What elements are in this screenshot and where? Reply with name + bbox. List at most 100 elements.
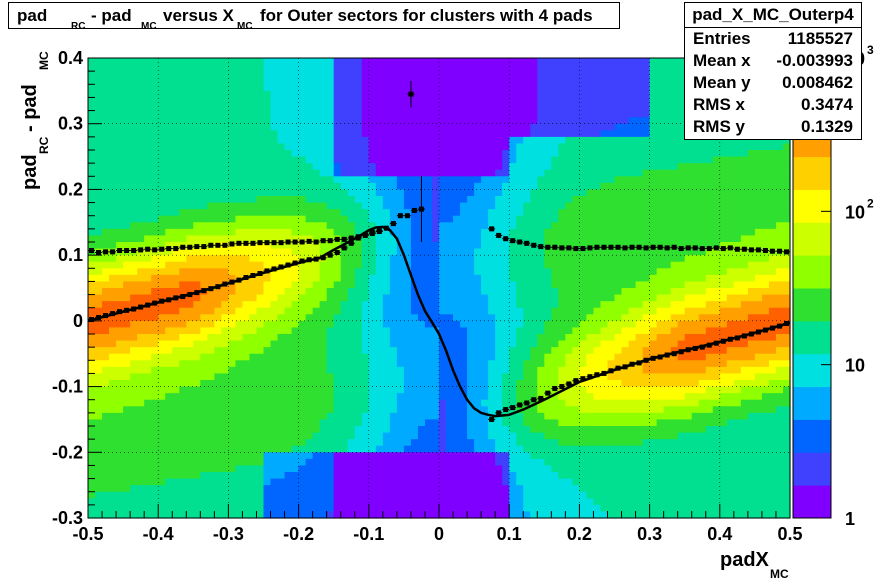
heatmap-cell xyxy=(474,182,482,191)
heatmap-cell xyxy=(558,176,566,184)
heatmap-cell xyxy=(326,281,335,289)
heatmap-cell xyxy=(221,222,229,230)
heatmap-cell xyxy=(312,90,321,99)
heatmap-cell xyxy=(221,228,229,237)
heatmap-cell xyxy=(291,84,300,92)
heatmap-cell xyxy=(228,320,237,329)
heatmap-cell xyxy=(530,360,538,368)
heatmap-cell xyxy=(207,465,215,473)
heatmap-cell xyxy=(417,274,426,283)
heatmap-cell xyxy=(165,320,173,329)
heatmap-cell xyxy=(312,281,321,289)
heatmap-cell xyxy=(312,130,321,138)
heatmap-cell xyxy=(537,498,545,506)
heatmap-cell xyxy=(312,301,321,309)
heatmap-cell xyxy=(284,340,293,348)
heatmap-cell xyxy=(200,511,208,519)
heatmap-cell xyxy=(382,130,391,138)
heatmap-cell xyxy=(509,176,517,184)
heatmap-cell xyxy=(537,189,545,197)
heatmap-cell xyxy=(354,320,363,329)
heatmap-cell xyxy=(389,452,398,460)
heatmap-cell xyxy=(453,307,461,315)
heatmap-cell xyxy=(116,445,124,453)
heatmap-cell xyxy=(228,248,237,256)
heatmap-cell xyxy=(551,222,559,230)
heatmap-cell xyxy=(453,498,461,506)
heatmap-cell xyxy=(368,478,377,486)
heatmap-cell xyxy=(235,143,244,151)
heatmap-cell xyxy=(375,419,384,427)
heatmap-cell xyxy=(389,182,398,191)
heatmap-cell xyxy=(516,209,524,217)
heatmap-cell xyxy=(284,274,293,283)
heatmap-cell xyxy=(361,452,370,460)
heatmap-cell xyxy=(165,334,173,342)
heatmap-cell xyxy=(333,320,342,329)
heatmap-cell xyxy=(130,458,138,467)
heatmap-cell xyxy=(130,327,138,335)
heatmap-cell xyxy=(389,288,398,296)
heatmap-cell xyxy=(235,386,244,394)
heatmap-cell xyxy=(523,248,531,256)
heatmap-cell xyxy=(95,426,103,434)
heatmap-cell xyxy=(495,504,503,513)
heatmap-cell xyxy=(368,412,377,421)
heatmap-cell xyxy=(263,439,272,447)
heatmap-cell xyxy=(305,58,314,66)
heatmap-cell xyxy=(319,110,328,118)
heatmap-cell xyxy=(403,274,412,283)
heatmap-cell xyxy=(207,458,215,467)
heatmap-cell xyxy=(347,334,356,342)
heatmap-cell xyxy=(424,327,433,335)
heatmap-cell xyxy=(95,123,103,131)
heatmap-cell xyxy=(277,432,286,440)
heatmap-cell xyxy=(333,71,342,79)
heatmap-cell xyxy=(417,97,426,105)
heatmap-cell xyxy=(207,248,215,256)
heatmap-cell xyxy=(389,504,398,513)
heatmap-cell xyxy=(305,130,314,138)
heatmap-cell xyxy=(410,386,419,394)
heatmap-cell xyxy=(516,314,524,322)
heatmap-cell xyxy=(242,340,251,348)
heatmap-cell xyxy=(453,163,461,171)
heatmap-cell xyxy=(298,301,307,309)
heatmap-cell xyxy=(312,406,321,414)
heatmap-cell xyxy=(200,64,208,72)
heatmap-cell xyxy=(354,294,363,302)
heatmap-cell xyxy=(453,478,461,486)
heatmap-cell xyxy=(298,478,307,486)
heatmap-cell xyxy=(151,71,159,79)
heatmap-cell xyxy=(446,281,454,289)
heatmap-cell xyxy=(481,182,489,191)
heatmap-cell xyxy=(439,156,447,164)
heatmap-cell xyxy=(312,202,321,210)
heatmap-cell xyxy=(361,58,370,66)
heatmap-cell xyxy=(179,97,187,105)
heatmap-cell xyxy=(516,248,524,256)
heatmap-cell xyxy=(123,97,131,105)
heatmap-cell xyxy=(144,104,152,112)
heatmap-cell xyxy=(502,366,510,375)
heatmap-cell xyxy=(354,465,363,473)
heatmap-cell xyxy=(551,504,559,513)
heatmap-cell xyxy=(284,491,293,499)
heatmap-cell xyxy=(319,478,328,486)
heatmap-cell xyxy=(481,169,489,177)
heatmap-cell xyxy=(439,248,447,256)
heatmap-cell xyxy=(460,110,468,118)
heatmap-cell xyxy=(467,136,475,145)
heatmap-cell xyxy=(116,58,124,66)
heatmap-cell xyxy=(242,261,251,269)
heatmap-cell xyxy=(158,301,166,309)
heatmap-cell xyxy=(186,452,194,460)
heatmap-cell xyxy=(368,281,377,289)
heatmap-cell xyxy=(95,485,103,493)
heatmap-cell xyxy=(368,327,377,335)
heatmap-cell xyxy=(544,439,552,447)
heatmap-cell xyxy=(481,110,489,118)
heatmap-cell xyxy=(270,196,279,204)
heatmap-cell xyxy=(186,228,194,237)
heatmap-cell xyxy=(312,261,321,269)
